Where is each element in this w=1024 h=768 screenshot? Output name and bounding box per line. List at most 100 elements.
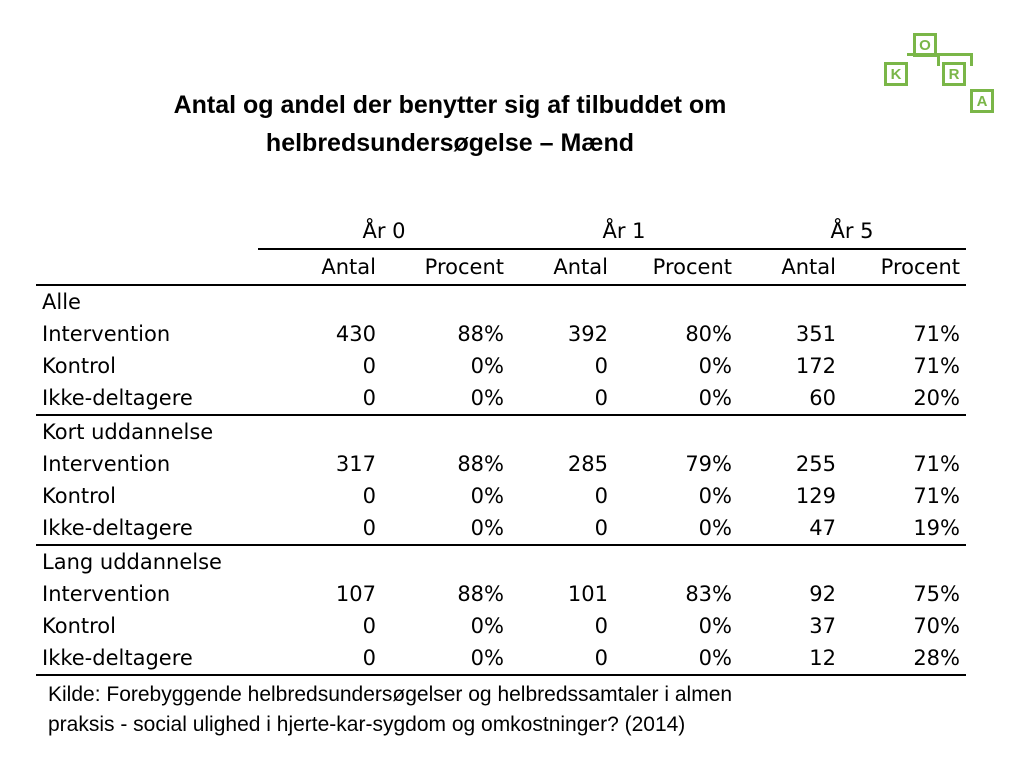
source-line-1: Kilde: Forebyggende helbredsundersøgelse… — [48, 683, 733, 706]
row-label: Intervention — [42, 322, 171, 346]
table-row: Kontrol 0 0% 0 0% 129 71% — [36, 480, 966, 512]
count-cell: 255 — [795, 452, 836, 476]
percent-cell: 0% — [698, 354, 732, 378]
count-cell: 351 — [795, 322, 836, 346]
percent-cell: 0% — [470, 354, 504, 378]
percent-cell: 20% — [842, 382, 966, 416]
table-row: Ikke-deltagere 0 0% 0 0% 60 20% — [36, 382, 966, 416]
column-header: Antal — [258, 249, 382, 286]
logo-connector — [940, 53, 970, 56]
table-row: Ikke-deltagere 0 0% 0 0% 47 19% — [36, 512, 966, 546]
group-label: Lang uddannelse — [42, 550, 222, 574]
year-header-row: År 0 År 1 År 5 — [36, 214, 966, 250]
results-table: År 0 År 1 År 5 Antal Procent Antal Proce… — [36, 214, 966, 676]
count-cell: 101 — [567, 582, 608, 606]
percent-cell: 71% — [913, 452, 960, 476]
table-row: Intervention 430 88% 392 80% 351 71% — [36, 318, 966, 350]
percent-cell: 80% — [685, 322, 732, 346]
count-cell: 430 — [335, 322, 376, 346]
percent-cell: 0% — [698, 614, 732, 638]
table-row: Intervention 107 88% 101 83% 92 75% — [36, 578, 966, 610]
logo-letter-k: K — [884, 62, 908, 86]
logo-connector — [970, 53, 973, 66]
title-line-1: Antal og andel der benytter sig af tilbu… — [173, 91, 727, 119]
count-cell: 0 — [510, 512, 614, 546]
count-cell: 285 — [567, 452, 608, 476]
percent-cell: 0% — [382, 382, 510, 416]
count-cell: 12 — [738, 642, 842, 676]
year-header: År 1 — [510, 214, 738, 250]
count-cell: 0 — [362, 484, 376, 508]
count-cell: 0 — [594, 354, 608, 378]
table-row: Kontrol 0 0% 0 0% 37 70% — [36, 610, 966, 642]
source-note: Kilde: Forebyggende helbredsundersøgelse… — [48, 680, 868, 740]
row-label: Ikke-deltagere — [36, 382, 258, 416]
table-body: Alle Intervention 430 88% 392 80% 351 71% Kontro… — [36, 285, 966, 676]
logo-connector — [937, 53, 940, 66]
percent-cell: 79% — [685, 452, 732, 476]
count-cell: 37 — [809, 614, 836, 638]
year-header: År 0 — [258, 214, 510, 250]
count-cell: 0 — [594, 614, 608, 638]
percent-cell: 88% — [457, 322, 504, 346]
count-cell: 172 — [795, 354, 836, 378]
count-cell: 107 — [335, 582, 376, 606]
percent-cell: 0% — [614, 642, 738, 676]
percent-cell: 88% — [457, 452, 504, 476]
count-cell: 392 — [567, 322, 608, 346]
count-cell: 317 — [335, 452, 376, 476]
percent-cell: 0% — [470, 484, 504, 508]
percent-cell: 0% — [470, 614, 504, 638]
kora-logo: O K R A — [884, 30, 1000, 116]
count-cell: 0 — [594, 484, 608, 508]
group-header-row: Kort uddannelse — [36, 415, 966, 448]
column-header: Procent — [842, 249, 966, 286]
group-label: Kort uddannelse — [42, 420, 214, 444]
percent-cell: 75% — [913, 582, 960, 606]
count-cell: 0 — [362, 354, 376, 378]
percent-cell: 0% — [614, 382, 738, 416]
count-cell: 47 — [738, 512, 842, 546]
percent-cell: 0% — [698, 484, 732, 508]
count-cell: 0 — [258, 642, 382, 676]
count-cell: 92 — [809, 582, 836, 606]
column-header: Antal — [510, 249, 614, 286]
column-header: Antal — [738, 249, 842, 286]
table-row: Kontrol 0 0% 0 0% 172 71% — [36, 350, 966, 382]
source-line-2: praksis - social ulighed i hjerte-kar-sy… — [48, 713, 686, 736]
group-header-row: Alle — [36, 285, 966, 318]
percent-cell: 0% — [382, 642, 510, 676]
column-header-row: Antal Procent Antal Procent Antal Procen… — [36, 249, 966, 286]
column-header: Procent — [382, 249, 510, 286]
percent-cell: 70% — [913, 614, 960, 638]
row-label: Ikke-deltagere — [36, 512, 258, 546]
percent-cell: 71% — [913, 322, 960, 346]
count-cell: 0 — [362, 614, 376, 638]
count-cell: 0 — [258, 382, 382, 416]
group-label: Alle — [42, 290, 81, 314]
slide-title: Antal og andel der benytter sig af tilbu… — [60, 86, 840, 162]
percent-cell: 19% — [842, 512, 966, 546]
percent-cell: 88% — [457, 582, 504, 606]
logo-letter-o: O — [913, 33, 937, 57]
percent-cell: 71% — [913, 354, 960, 378]
count-cell: 0 — [510, 382, 614, 416]
year-header: År 5 — [738, 214, 966, 250]
title-line-2: helbredsundersøgelse – Mænd — [265, 129, 635, 157]
percent-cell: 0% — [382, 512, 510, 546]
row-label: Kontrol — [42, 614, 116, 638]
column-header: Procent — [614, 249, 738, 286]
count-cell: 0 — [510, 642, 614, 676]
table-row: Ikke-deltagere 0 0% 0 0% 12 28% — [36, 642, 966, 676]
row-label: Intervention — [42, 582, 171, 606]
table-row: Intervention 317 88% 285 79% 255 71% — [36, 448, 966, 480]
row-label: Ikke-deltagere — [36, 642, 258, 676]
percent-cell: 0% — [614, 512, 738, 546]
percent-cell: 28% — [842, 642, 966, 676]
count-cell: 129 — [795, 484, 836, 508]
percent-cell: 71% — [913, 484, 960, 508]
count-cell: 0 — [258, 512, 382, 546]
logo-letter-r: R — [942, 62, 966, 86]
count-cell: 60 — [738, 382, 842, 416]
group-header-row: Lang uddannelse — [36, 545, 966, 578]
